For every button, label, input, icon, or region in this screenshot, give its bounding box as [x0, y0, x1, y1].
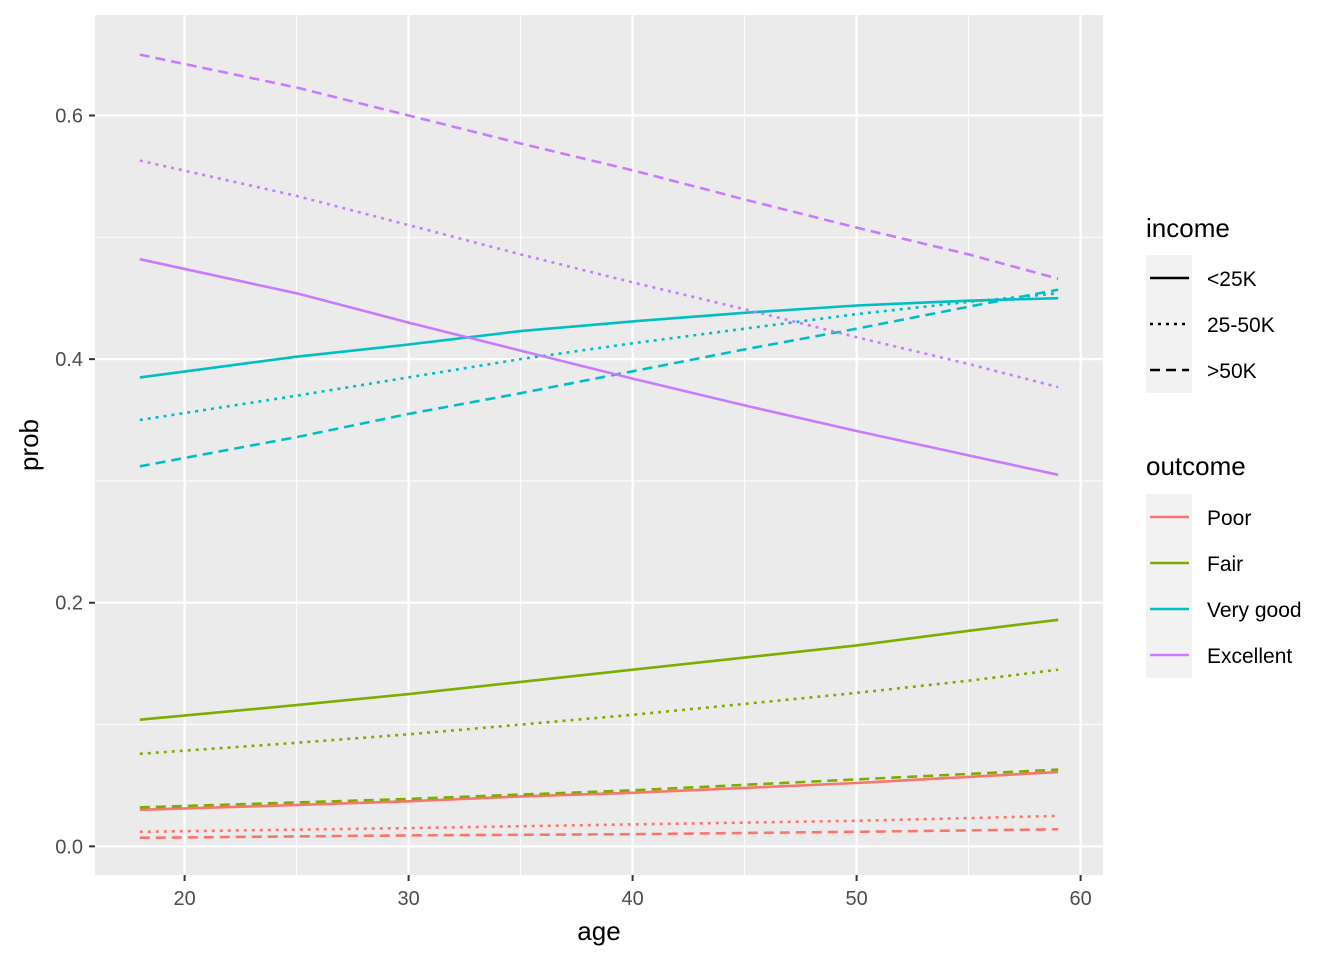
series-line-excellent-25k	[139, 257, 1059, 477]
x-axis-title: age	[577, 916, 620, 946]
legend-income-label: >50K	[1207, 360, 1257, 383]
series-line-very-good-25-50k	[139, 292, 1059, 422]
legend-outcome-title: outcome	[1146, 451, 1246, 481]
legend-income-label: <25K	[1207, 268, 1257, 291]
series-line-poor-50k	[139, 828, 1059, 840]
series-line-very-good-50k	[139, 288, 1059, 468]
series-line-fair-25k	[139, 618, 1059, 721]
y-tick-label: 0.0	[55, 836, 83, 858]
y-axis-title: prob	[14, 419, 44, 471]
axis-ticks: 20 30 40 50 60 0.0 0.2 0.4 0.6	[55, 105, 1092, 910]
series-line-very-good-25k	[139, 296, 1059, 379]
legend-income: income <25K 25-50K >50K	[1146, 213, 1275, 393]
legend-outcome-label: Excellent	[1207, 645, 1292, 668]
series-line-excellent-50k	[139, 53, 1059, 280]
legend-outcome-label: Fair	[1207, 553, 1243, 576]
legend-outcome-keys-bg	[1146, 494, 1192, 678]
x-tick-label: 50	[845, 888, 867, 910]
y-tick-label: 0.4	[55, 349, 83, 371]
legend-outcome: outcome Poor Fair Very good Excellent	[1146, 451, 1302, 678]
series-line-fair-25-50k	[139, 668, 1059, 756]
x-tick-label: 20	[173, 888, 195, 910]
legend-income-title: income	[1146, 213, 1230, 243]
x-tick-label: 60	[1069, 888, 1091, 910]
series-line-poor-25k	[139, 770, 1059, 812]
legend-outcome-label: Very good	[1207, 599, 1302, 622]
y-tick-label: 0.2	[55, 593, 83, 615]
series-line-fair-50k	[139, 768, 1059, 809]
legend-outcome-label: Poor	[1207, 507, 1251, 530]
grid-major	[95, 15, 1103, 875]
y-tick-label: 0.6	[55, 105, 83, 127]
grid-minor	[95, 15, 1103, 875]
x-tick-label: 30	[397, 888, 419, 910]
series-layer	[139, 53, 1059, 840]
series-line-poor-25-50k	[139, 814, 1059, 834]
legend-income-label: 25-50K	[1207, 314, 1275, 337]
x-tick-label: 40	[621, 888, 643, 910]
plot-panel	[95, 15, 1103, 875]
